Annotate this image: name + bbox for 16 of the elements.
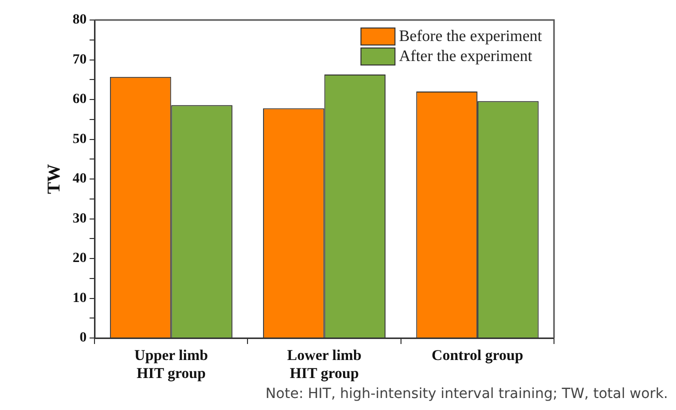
text: Note: HIT, high-intensity interval training; TW, total work. [266, 386, 668, 402]
x-tick-label: Control group [432, 348, 524, 364]
y-tick-label: 70 [72, 52, 87, 68]
x-tick-label: Lower limb HIT group [287, 348, 362, 382]
x-tick-label: Upper limb HIT group [134, 348, 208, 382]
legend-label: Before the experiment [398, 28, 543, 46]
y-axis-title: TW [43, 164, 64, 194]
y-tick-label: 20 [72, 251, 87, 266]
y-tick-label: 0 [80, 330, 87, 346]
y-tick-label: 60 [72, 92, 87, 108]
y-tick-label: 30 [72, 211, 87, 226]
y-tick-label: 40 [72, 172, 87, 187]
y-tick-label: 80 [72, 12, 87, 28]
y-tick-label: 50 [72, 132, 87, 147]
legend-label: After the experiment [398, 48, 533, 66]
y-tick-label: 10 [72, 290, 87, 306]
